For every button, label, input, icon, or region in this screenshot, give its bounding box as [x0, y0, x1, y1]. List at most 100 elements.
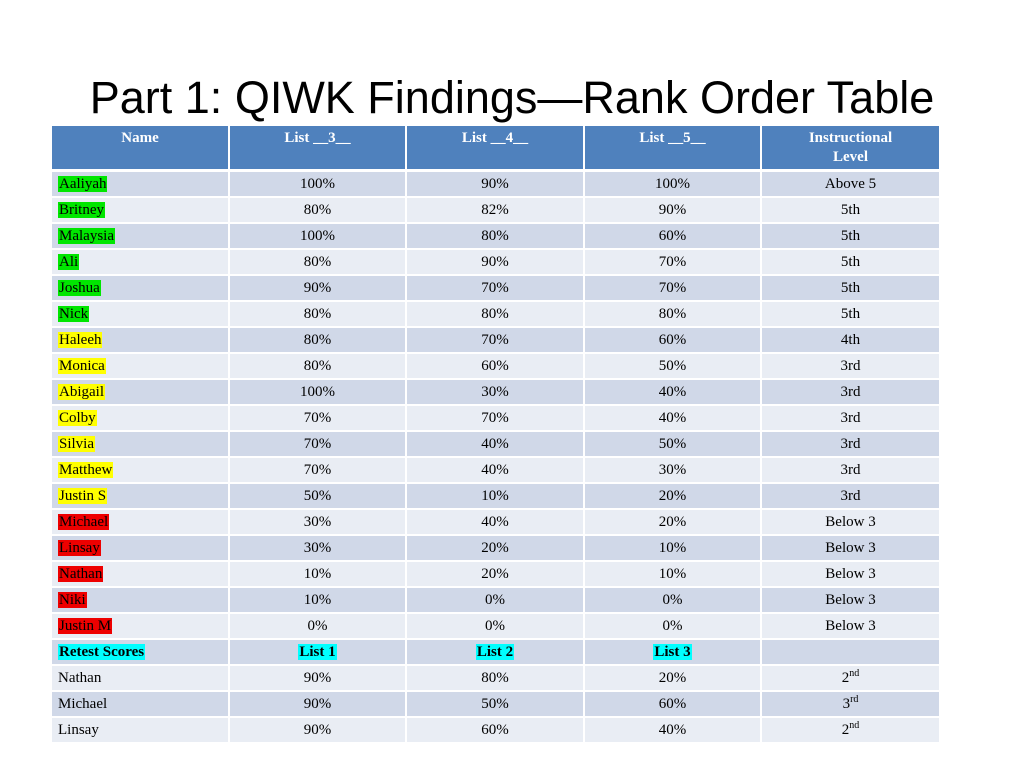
list-4-score-text: 0% [485, 618, 505, 634]
header-level-line1: Instructional [808, 130, 893, 146]
student-name: Linsay [52, 535, 230, 562]
student-row: Britney 80% 82% 90% 5th [52, 197, 939, 224]
retest-list-2-score-text: 60% [481, 722, 509, 738]
instructional-level-text: Below 3 [825, 592, 876, 608]
header-level-line2: Level [833, 149, 868, 165]
instructional-level: 5th [761, 301, 939, 328]
list-3-score-text: 10% [303, 592, 332, 608]
list-5-score: 60% [584, 327, 762, 354]
retest-list-3: List 3 [584, 639, 762, 666]
student-row: Haleeh 80% 70% 60% 4th [52, 327, 939, 354]
list-5-score: 10% [584, 535, 762, 562]
list-3-score: 30% [229, 509, 407, 536]
list-5-score-text: 30% [658, 462, 687, 478]
instructional-level: Below 3 [761, 587, 939, 614]
list-3-score: 80% [229, 197, 407, 224]
list-4-score: 80% [406, 301, 585, 328]
list-5-score-text: 10% [658, 566, 687, 582]
list-5-score-text: 50% [658, 358, 687, 374]
list-3-score: 90% [229, 275, 407, 302]
student-name-text: Justin S [58, 488, 108, 504]
list-5-score: 60% [584, 223, 762, 250]
list-3-score: 10% [229, 561, 407, 588]
list-4-score: 60% [406, 353, 585, 380]
list-4-score-text: 40% [481, 514, 509, 530]
student-name: Ali [52, 249, 230, 276]
student-name: Britney [52, 197, 230, 224]
retest-name-text: Linsay [58, 722, 99, 738]
list-3-score-text: 30% [303, 540, 332, 556]
student-name-text: Matthew [58, 462, 114, 478]
list-5-score: 50% [584, 431, 762, 458]
instructional-level-text: 5th [840, 254, 861, 270]
instructional-level: 5th [761, 275, 939, 302]
retest-level-number: 2 [841, 722, 850, 738]
list-5-score: 100% [584, 170, 762, 198]
list-3-score-text: 100% [300, 384, 335, 400]
retest-list-2-score: 50% [406, 691, 585, 718]
student-name: Abigail [52, 379, 230, 406]
student-name: Joshua [52, 275, 230, 302]
list-3-score-text: 0% [307, 618, 328, 634]
student-row: Aaliyah 100% 90% 100% Above 5 [52, 170, 939, 198]
list-4-score-text: 40% [481, 436, 509, 452]
retest-list-3-score-text: 20% [658, 670, 687, 686]
instructional-level-text: 3rd [840, 358, 861, 374]
retest-name-text: Michael [58, 696, 108, 712]
instructional-level: 3rd [761, 353, 939, 380]
list-3-score-text: 30% [303, 514, 332, 530]
list-5-score-text: 0% [662, 618, 683, 634]
student-name: Malaysia [52, 223, 230, 250]
student-name-text: Nick [58, 306, 90, 322]
list-3-score-text: 90% [303, 280, 332, 296]
list-3-score: 100% [229, 223, 407, 250]
list-5-score-text: 70% [658, 280, 687, 296]
list-3-score-text: 80% [303, 254, 332, 270]
student-name: Nick [52, 301, 230, 328]
student-name-text: Malaysia [58, 228, 115, 244]
list-3-score-text: 70% [303, 410, 332, 426]
header-list-3: List __3__ [229, 126, 407, 172]
retest-level-suffix: rd [850, 694, 859, 705]
retest-level: 3rd [761, 691, 939, 718]
list-3-score-text: 50% [303, 488, 332, 504]
retest-list-1-score: 90% [229, 691, 407, 718]
list-5-score-text: 20% [658, 488, 687, 504]
instructional-level: 3rd [761, 457, 939, 484]
student-name-text: Justin M [58, 618, 113, 634]
list-5-score-text: 40% [658, 384, 687, 400]
student-name: Matthew [52, 457, 230, 484]
instructional-level-text: 4th [840, 332, 861, 348]
student-row: Monica 80% 60% 50% 3rd [52, 353, 939, 380]
instructional-level-text: 3rd [840, 410, 861, 426]
retest-row: Michael 90% 50% 60% 3rd [52, 691, 939, 718]
retest-name-text: Nathan [58, 670, 102, 686]
list-5-score-text: 40% [658, 410, 687, 426]
student-row: Justin S 50% 10% 20% 3rd [52, 483, 939, 510]
retest-row: Nathan 90% 80% 20% 2nd [52, 665, 939, 692]
instructional-level: Above 5 [761, 170, 939, 198]
list-4-score-text: 90% [481, 254, 509, 270]
retest-level-number: 2 [841, 670, 850, 686]
list-3-score: 10% [229, 587, 407, 614]
instructional-level: 5th [761, 249, 939, 276]
list-4-score-text: 20% [481, 566, 509, 582]
list-3-score: 0% [229, 613, 407, 640]
retest-name: Linsay [52, 717, 230, 744]
header-instructional-level: Instructional Level [761, 126, 939, 172]
list-3-score-text: 80% [303, 202, 332, 218]
instructional-level-text: 3rd [840, 384, 861, 400]
list-3-score: 80% [229, 249, 407, 276]
list-4-score: 20% [406, 561, 585, 588]
student-row: Justin M 0% 0% 0% Below 3 [52, 613, 939, 640]
instructional-level-text: 5th [840, 228, 861, 244]
retest-empty-cell [761, 639, 939, 666]
instructional-level-text: Below 3 [825, 540, 876, 556]
list-4-score-text: 80% [481, 228, 509, 244]
list-5-score-text: 60% [658, 332, 687, 348]
instructional-level: Below 3 [761, 535, 939, 562]
list-5-score: 30% [584, 457, 762, 484]
list-5-score-text: 70% [658, 254, 687, 270]
list-4-score: 10% [406, 483, 585, 510]
list-5-score: 0% [584, 587, 762, 614]
